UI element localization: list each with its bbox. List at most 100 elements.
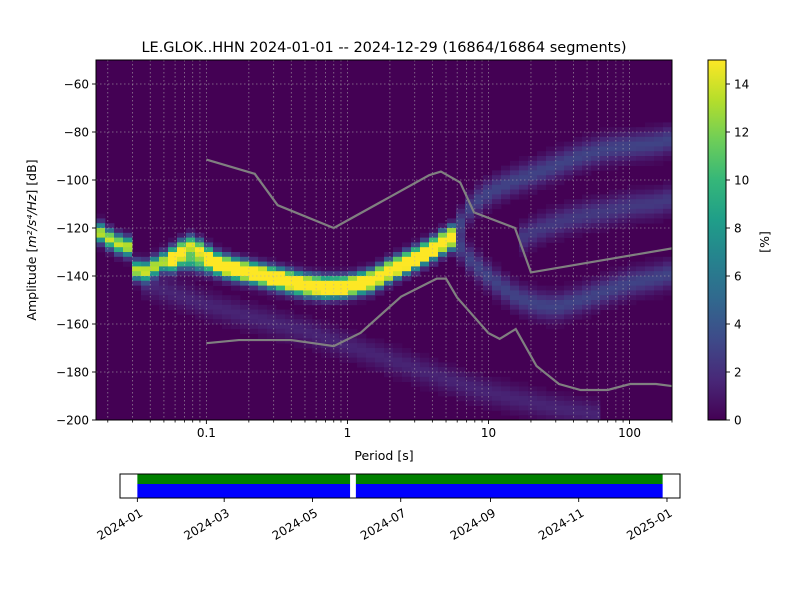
heatmap-cell bbox=[483, 381, 493, 387]
heatmap-cell bbox=[375, 280, 385, 286]
heatmap-cell bbox=[258, 328, 268, 334]
heatmap-cell bbox=[519, 405, 529, 411]
heatmap-cell bbox=[411, 247, 421, 253]
heatmap-cell bbox=[555, 415, 565, 421]
heatmap-cell bbox=[465, 376, 475, 382]
heatmap-cell bbox=[609, 218, 619, 224]
heatmap-cell bbox=[555, 156, 565, 162]
heatmap-cell bbox=[177, 261, 187, 267]
heatmap-cell bbox=[573, 304, 583, 310]
heatmap-cell bbox=[474, 252, 484, 258]
heatmap-cell bbox=[393, 280, 403, 286]
heatmap-cell bbox=[429, 376, 439, 382]
heatmap-cell bbox=[546, 415, 556, 421]
heatmap-cell bbox=[312, 333, 322, 339]
heatmap-cell bbox=[465, 396, 475, 402]
heatmap-cell bbox=[438, 232, 448, 238]
heatmap-cell bbox=[393, 348, 403, 354]
heatmap-cell bbox=[636, 127, 646, 133]
heatmap-cell bbox=[438, 376, 448, 382]
heatmap-cell bbox=[357, 352, 367, 358]
heatmap-cell bbox=[546, 309, 556, 315]
heatmap-cell bbox=[546, 218, 556, 224]
heatmap-cell bbox=[276, 295, 286, 301]
heatmap-cell bbox=[636, 213, 646, 219]
heatmap-cell bbox=[339, 333, 349, 339]
heatmap-cell bbox=[663, 156, 673, 162]
heatmap-cell bbox=[546, 285, 556, 291]
heatmap-cell bbox=[645, 189, 655, 195]
heatmap-cell bbox=[501, 391, 511, 397]
heatmap-cell bbox=[645, 208, 655, 214]
heatmap-cell bbox=[249, 256, 259, 262]
heatmap-cell bbox=[393, 247, 403, 253]
heatmap-cell bbox=[537, 170, 547, 176]
heatmap-cell bbox=[492, 376, 502, 382]
heatmap-cell bbox=[348, 300, 358, 306]
heatmap-cell bbox=[213, 276, 223, 282]
heatmap-cell bbox=[204, 247, 214, 253]
heatmap-cell bbox=[582, 400, 592, 406]
heatmap-cell bbox=[186, 304, 196, 310]
heatmap-cell bbox=[528, 415, 538, 421]
heatmap-cell bbox=[330, 333, 340, 339]
heatmap-cell bbox=[375, 290, 385, 296]
heatmap-cell bbox=[186, 237, 196, 243]
heatmap-cell bbox=[627, 271, 637, 277]
heatmap-cell bbox=[312, 285, 322, 291]
y-axis: −60 −80 −100 −120 −140 −160 −180 −200 bbox=[56, 78, 96, 428]
heatmap-cell bbox=[591, 165, 601, 171]
heatmap-cell bbox=[294, 324, 304, 330]
coverage-interval bbox=[137, 474, 351, 484]
colorbar-gradient bbox=[708, 60, 726, 420]
heatmap-cell bbox=[618, 280, 628, 286]
heatmap-cell bbox=[249, 266, 259, 272]
heatmap-cell bbox=[240, 276, 250, 282]
heatmap-cell bbox=[105, 247, 115, 253]
heatmap-cell bbox=[663, 208, 673, 214]
heatmap-cell bbox=[582, 132, 592, 138]
heatmap-cell bbox=[123, 237, 133, 243]
heatmap-cell bbox=[204, 314, 214, 320]
heatmap-cell bbox=[564, 175, 574, 181]
heatmap-cell bbox=[555, 160, 565, 166]
heatmap-cell bbox=[249, 252, 259, 258]
heatmap-cell bbox=[267, 276, 277, 282]
heatmap-cell bbox=[663, 194, 673, 200]
heatmap-cell bbox=[357, 348, 367, 354]
heatmap-cell bbox=[636, 261, 646, 267]
heatmap-cell bbox=[150, 285, 160, 291]
heatmap-cell bbox=[510, 276, 520, 282]
heatmap-cell bbox=[195, 271, 205, 277]
heatmap-cell bbox=[600, 156, 610, 162]
heatmap-cell bbox=[591, 204, 601, 210]
heatmap-cell bbox=[492, 381, 502, 387]
heatmap-cell bbox=[573, 199, 583, 205]
heatmap-cell bbox=[627, 184, 637, 190]
heatmap-cell bbox=[240, 256, 250, 262]
heatmap-cell bbox=[456, 367, 466, 373]
heatmap-cell bbox=[96, 228, 106, 234]
heatmap-cell bbox=[456, 242, 466, 248]
heatmap-cell bbox=[645, 285, 655, 291]
y-tick-label: −180 bbox=[56, 366, 89, 380]
heatmap-cell bbox=[474, 386, 484, 392]
heatmap-cell bbox=[465, 400, 475, 406]
heatmap-cell bbox=[105, 252, 115, 258]
heatmap-cell bbox=[474, 372, 484, 378]
heatmap-cell bbox=[636, 290, 646, 296]
heatmap-cell bbox=[420, 252, 430, 258]
heatmap-cell bbox=[402, 376, 412, 382]
y-axis-label-prefix: Amplitude [ bbox=[24, 248, 39, 321]
heatmap-cell bbox=[195, 276, 205, 282]
heatmap-cell bbox=[150, 290, 160, 296]
heatmap-cell bbox=[636, 199, 646, 205]
heatmap-cell bbox=[195, 252, 205, 258]
heatmap-cell bbox=[159, 271, 169, 277]
heatmap-cell bbox=[546, 295, 556, 301]
heatmap-cell bbox=[573, 156, 583, 162]
heatmap-cell bbox=[627, 266, 637, 272]
heatmap-cell bbox=[492, 405, 502, 411]
heatmap-cell bbox=[465, 271, 475, 277]
heatmap-cell bbox=[240, 280, 250, 286]
